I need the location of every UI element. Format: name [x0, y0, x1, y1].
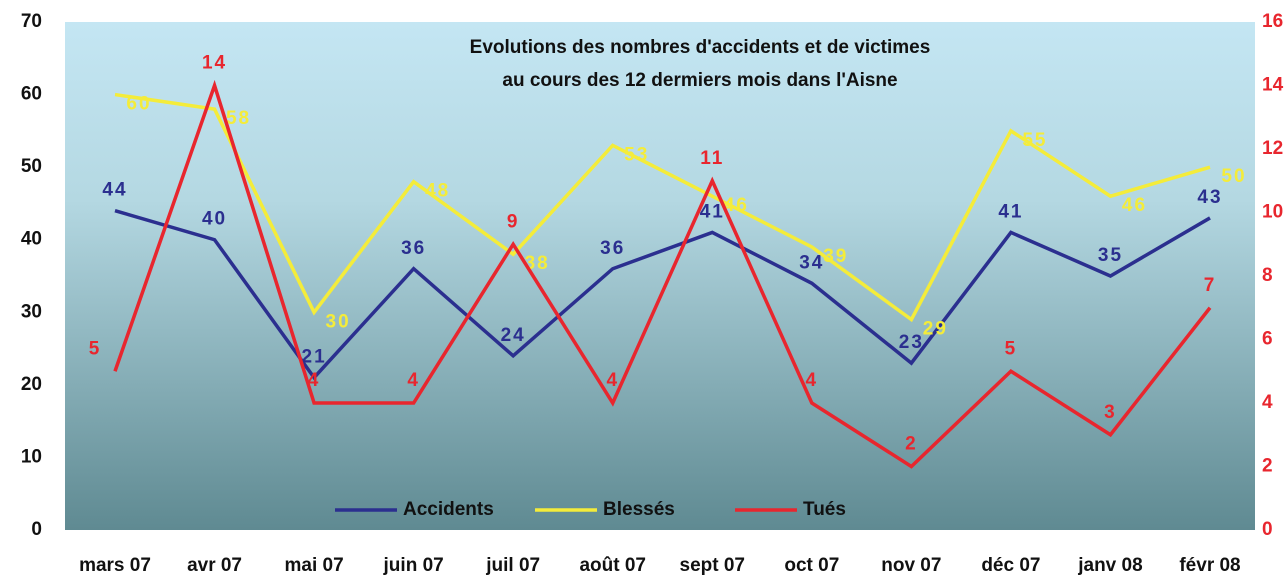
x-tick-label: nov 07 [881, 555, 941, 576]
chart-title: Evolutions des nombres d'accidents et de… [470, 37, 931, 58]
data-label: 53 [624, 144, 649, 165]
x-tick-label: août 07 [579, 555, 646, 576]
legend-label: Accidents [403, 499, 494, 520]
data-label: 58 [226, 108, 251, 129]
y2-tick-label: 16 [1262, 11, 1283, 32]
data-label: 24 [501, 325, 526, 346]
y2-tick-label: 6 [1262, 329, 1273, 350]
data-label: 55 [1022, 130, 1047, 151]
x-tick-label: mai 07 [285, 555, 344, 576]
y2-tick-label: 4 [1262, 392, 1273, 413]
x-tick-label: juil 07 [485, 555, 540, 576]
data-label: 2 [905, 434, 918, 455]
data-label: 5 [89, 338, 102, 359]
data-label: 43 [1197, 187, 1222, 208]
y-tick-label: 0 [31, 519, 42, 540]
data-label: 5 [1005, 338, 1018, 359]
data-label: 29 [923, 319, 948, 340]
plot-area [65, 22, 1255, 530]
data-label: 9 [507, 211, 520, 232]
data-label: 4 [806, 370, 819, 391]
data-label: 3 [1104, 402, 1117, 423]
data-label: 39 [823, 246, 848, 267]
data-label: 4 [606, 370, 619, 391]
x-tick-label: sept 07 [680, 555, 745, 576]
data-label: 60 [126, 94, 151, 115]
data-label: 46 [1122, 195, 1147, 216]
data-label: 11 [700, 148, 724, 169]
y2-tick-label: 10 [1262, 202, 1283, 223]
chart-title: au cours des 12 dermiers mois dans l'Ais… [502, 70, 897, 91]
x-tick-label: févr 08 [1179, 555, 1240, 576]
data-label: 14 [202, 53, 227, 74]
y2-tick-label: 8 [1262, 265, 1273, 286]
y-tick-label: 40 [21, 229, 42, 250]
data-label: 4 [308, 370, 321, 391]
data-label: 34 [799, 252, 824, 273]
y-tick-label: 60 [21, 84, 42, 105]
y-tick-label: 30 [21, 301, 42, 322]
data-label: 48 [425, 181, 450, 202]
x-tick-label: mars 07 [79, 555, 151, 576]
data-label: 36 [401, 238, 426, 259]
x-tick-label: déc 07 [981, 555, 1040, 576]
data-label: 35 [1098, 245, 1123, 266]
x-tick-label: avr 07 [187, 555, 242, 576]
x-tick-label: juin 07 [383, 555, 444, 576]
data-label: 7 [1204, 275, 1217, 296]
data-label: 30 [326, 311, 351, 332]
data-label: 46 [724, 195, 749, 216]
legend-label: Tués [803, 499, 846, 520]
data-label: 36 [600, 238, 625, 259]
y2-tick-label: 14 [1262, 75, 1284, 96]
y-tick-label: 10 [21, 446, 42, 467]
data-label: 4 [407, 370, 420, 391]
data-label: 41 [700, 201, 725, 222]
data-label: 41 [998, 201, 1023, 222]
data-label: 40 [202, 209, 227, 230]
y2-tick-label: 0 [1262, 519, 1273, 540]
x-tick-label: janv 08 [1077, 555, 1142, 576]
y-tick-label: 70 [21, 11, 42, 32]
y2-tick-label: 12 [1262, 138, 1283, 159]
y2-tick-label: 2 [1262, 456, 1273, 477]
legend-label: Blessés [603, 499, 675, 520]
series-line [113, 79, 1212, 469]
series-line [114, 92, 1211, 323]
data-label: 50 [1221, 166, 1246, 187]
y-tick-label: 50 [21, 156, 42, 177]
data-label: 44 [102, 180, 127, 201]
data-label: 21 [302, 347, 327, 368]
y-tick-label: 20 [21, 374, 42, 395]
data-label: 23 [899, 332, 924, 353]
x-tick-label: oct 07 [784, 555, 839, 576]
